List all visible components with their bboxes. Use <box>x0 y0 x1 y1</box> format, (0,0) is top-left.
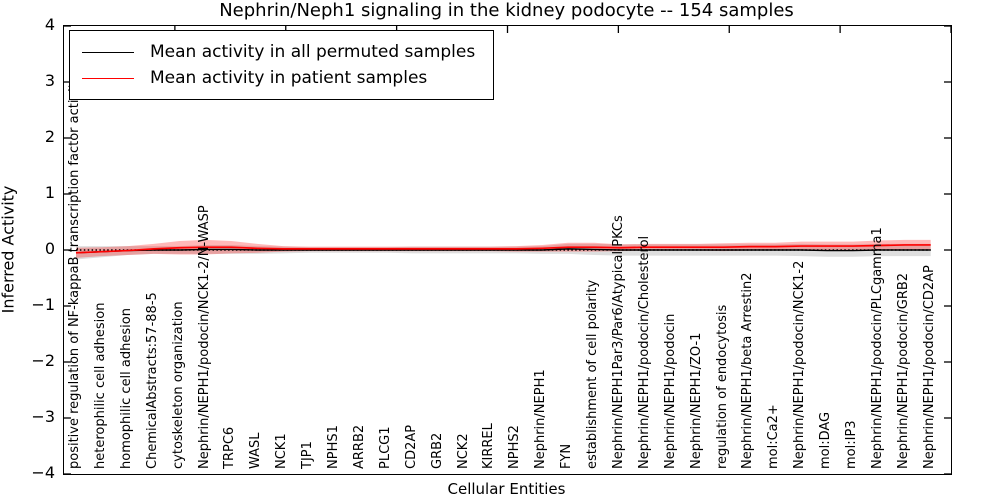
x-category-label: CD2AP <box>403 424 419 469</box>
x-category-label: regulation of endocytosis <box>714 304 730 469</box>
x-category-label: PLCG1 <box>377 426 393 469</box>
legend: Mean activity in all permuted samples Mea… <box>69 30 495 100</box>
x-category-label: Nephrin/NEPH1/podocin/NCK1-2/N-WASP <box>196 205 212 469</box>
x-category-label: Nephrin/NEPH1/beta Arrestin2 <box>740 272 756 470</box>
x-category-label: Nephrin/NEPH1/podocin/Cholesterol <box>636 235 652 469</box>
x-category-label: Nephrin/NEPH1/podocin/PLCgamma1 <box>869 227 885 469</box>
patient-mean-line <box>75 244 931 254</box>
x-category-label: GRB2 <box>429 432 445 469</box>
x-category-label: Nephrin/NEPH1/podocin/GRB2 <box>895 272 911 469</box>
x-axis-label: Cellular Entities <box>447 480 566 498</box>
x-category-label: WASL <box>248 432 264 469</box>
x-category-label: NPHS2 <box>507 425 523 469</box>
legend-item: Mean activity in patient samples <box>82 65 475 91</box>
x-category-label: NPHS1 <box>326 425 341 469</box>
legend-label: Mean activity in patient samples <box>150 68 428 88</box>
x-category-label: cytoskeleton organization <box>170 301 186 469</box>
legend-item: Mean activity in all permuted samples <box>82 39 475 65</box>
plot-area <box>63 25 952 475</box>
x-category-label: heterophilic cell adhesion <box>92 302 108 470</box>
x-category-label: homophilic cell adhesion <box>118 308 134 469</box>
x-category-label: ARRB2 <box>351 424 367 469</box>
legend-line-swatch <box>82 51 134 53</box>
x-category-label: NCK2 <box>455 433 471 469</box>
y-tick-label: −2 <box>31 351 55 370</box>
x-category-label: Nephrin/NEPH1/podocin <box>662 313 678 469</box>
y-tick-label: 1 <box>44 183 55 202</box>
y-tick-label: 0 <box>44 239 55 258</box>
x-category-label: mol:DAG <box>818 411 834 469</box>
x-category-label: establishment of cell polarity <box>585 279 600 469</box>
x-category-label: Nephrin/NEPH1 <box>533 369 549 469</box>
y-axis-label: Inferred Activity <box>0 185 18 314</box>
y-tick-label: −1 <box>31 295 55 314</box>
x-category-label: ChemicalAbstracts:57-88-5 <box>144 292 160 469</box>
legend-label: Mean activity in all permuted samples <box>150 42 476 62</box>
x-category-label: NCK1 <box>274 433 290 469</box>
legend-line-swatch <box>82 77 134 79</box>
x-category-label: Nephrin/NEPH1/podocin/NCK1-2 <box>792 260 808 469</box>
x-category-label: KIRREL <box>481 423 497 469</box>
x-category-label: TJP1 <box>300 441 316 469</box>
y-tick-label: 2 <box>44 127 55 146</box>
x-category-label: FYN <box>559 443 575 469</box>
x-category-label: positive regulation of NF-kappaB transcr… <box>67 75 82 469</box>
x-category-label: Nephrin/NEPH1/podocin/CD2AP <box>921 265 937 469</box>
y-tick-label: 3 <box>44 71 55 90</box>
x-category-label: mol:Ca2+ <box>766 404 782 469</box>
x-category-label: Nephrin/NEPH1Par3/Par6/Atypical PKCs <box>610 215 626 469</box>
x-category-label: Nephrin/NEPH1/ZO-1 <box>688 332 704 469</box>
x-category-label: TRPC6 <box>222 426 238 469</box>
chart-title: Nephrin/Neph1 signaling in the kidney po… <box>219 0 794 21</box>
x-category-label: mol:IP3 <box>844 420 859 469</box>
plot-canvas <box>64 26 951 474</box>
y-tick-label: 4 <box>44 15 55 34</box>
permuted-mean-line <box>75 248 931 254</box>
y-tick-label: −3 <box>31 407 55 426</box>
y-tick-label: −4 <box>31 463 55 482</box>
